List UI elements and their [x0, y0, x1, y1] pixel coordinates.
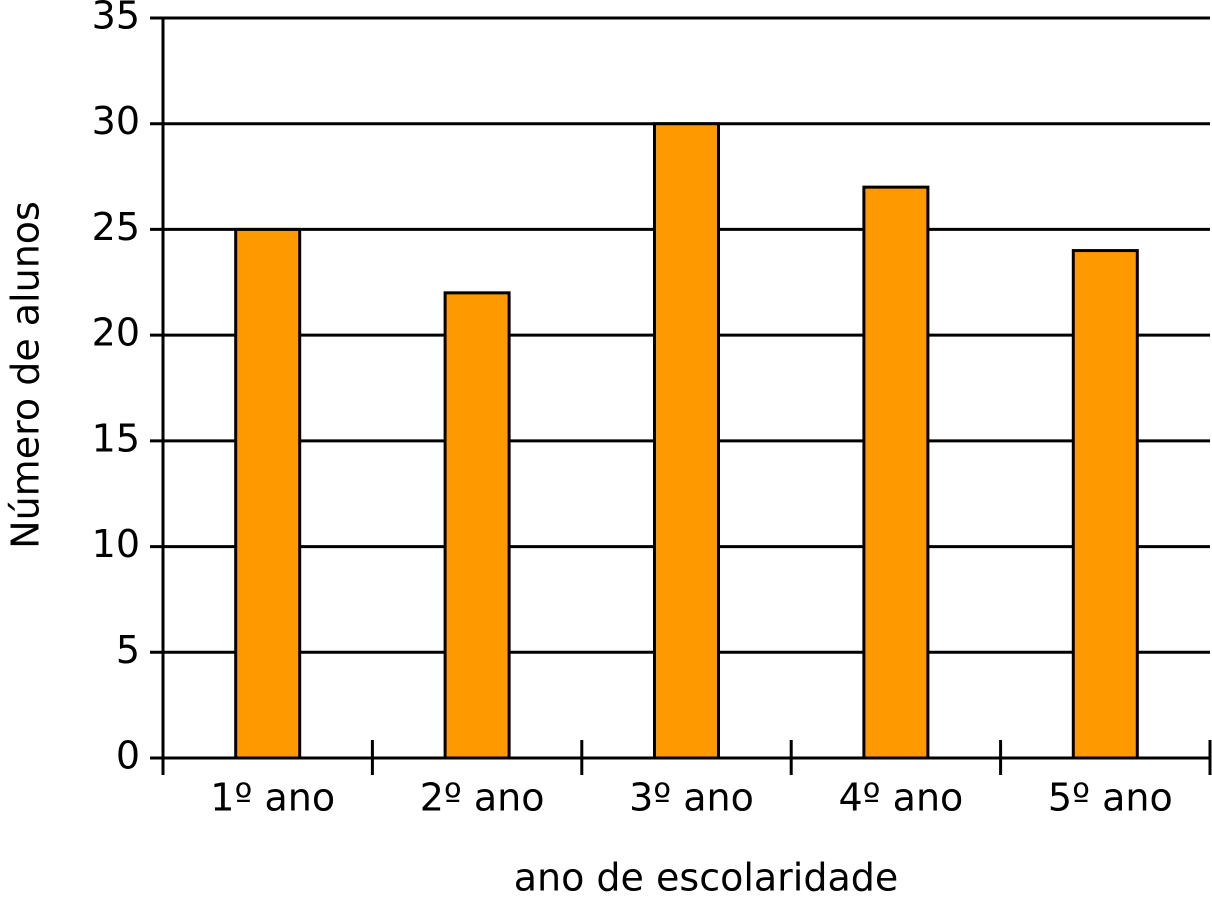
bar	[234, 227, 302, 760]
bar	[1071, 249, 1139, 760]
y-tick-label: 30	[92, 99, 140, 143]
y-tick-label: 35	[92, 0, 140, 38]
x-tick-label: 2º ano	[420, 776, 545, 820]
y-axis-title: Número de alunos	[4, 201, 48, 549]
y-tick-label: 15	[92, 416, 140, 460]
bar	[653, 122, 720, 760]
bar	[443, 291, 511, 760]
y-tick-label: 5	[116, 628, 140, 672]
y-tick-label: 25	[92, 205, 140, 249]
bar	[862, 185, 930, 760]
y-tick-label: 10	[92, 522, 140, 566]
x-tick-label: 3º ano	[629, 776, 754, 820]
x-tick-label: 5º ano	[1048, 776, 1173, 820]
y-tick-label: 0	[116, 734, 140, 778]
y-tick-label: 20	[92, 311, 140, 355]
x-axis-title: ano de escolaridade	[514, 856, 899, 900]
x-tick-label: 1º ano	[210, 776, 335, 820]
x-tick-label: 4º ano	[839, 776, 964, 820]
